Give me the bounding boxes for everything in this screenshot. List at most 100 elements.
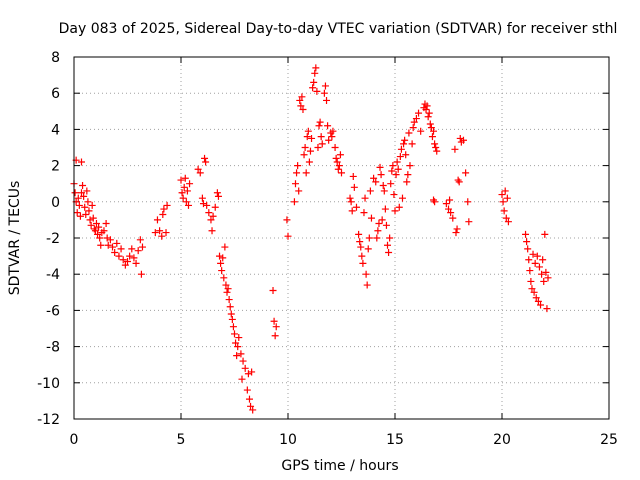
- data-point: [225, 296, 233, 304]
- data-point: [452, 229, 460, 237]
- data-point: [160, 205, 168, 213]
- data-point: [304, 127, 312, 135]
- y-tick-label: 2: [51, 159, 60, 175]
- data-point: [502, 214, 510, 222]
- data-point: [360, 209, 368, 217]
- data-point: [361, 194, 369, 202]
- data-point: [375, 220, 383, 228]
- data-point: [177, 176, 185, 184]
- y-tick-label: -2: [46, 231, 60, 247]
- data-point: [237, 350, 245, 358]
- data-point: [431, 140, 439, 148]
- data-point: [241, 364, 249, 372]
- data-points: [70, 64, 552, 414]
- data-point: [446, 196, 454, 204]
- data-point: [136, 236, 144, 244]
- data-point: [126, 252, 134, 260]
- data-point: [465, 218, 473, 226]
- data-point: [104, 241, 112, 249]
- data-point: [427, 124, 435, 132]
- y-tick-label: -6: [46, 303, 60, 319]
- data-point: [77, 158, 85, 166]
- data-point: [300, 151, 308, 159]
- data-point: [100, 227, 108, 235]
- data-point: [179, 194, 187, 202]
- data-point: [82, 210, 90, 218]
- data-point: [498, 191, 506, 199]
- data-point: [81, 203, 89, 211]
- data-point: [316, 118, 324, 126]
- data-point: [186, 180, 194, 188]
- data-point: [76, 212, 84, 220]
- data-point: [315, 122, 323, 130]
- data-point: [290, 198, 298, 206]
- data-point: [221, 243, 229, 251]
- data-point: [106, 236, 114, 244]
- y-tick-label: 4: [51, 122, 60, 138]
- data-point: [295, 187, 303, 195]
- data-point: [269, 286, 277, 294]
- data-point: [224, 285, 232, 293]
- data-point: [405, 129, 413, 137]
- x-tick-label: 5: [177, 432, 186, 448]
- data-point: [213, 189, 221, 197]
- data-point: [338, 169, 345, 177]
- y-axis-label: SDTVAR / TECUs: [7, 181, 23, 296]
- data-point: [376, 163, 384, 171]
- data-point: [92, 220, 100, 228]
- data-point: [115, 252, 123, 260]
- data-point: [409, 124, 417, 132]
- data-point: [88, 201, 96, 209]
- data-point: [223, 288, 231, 296]
- data-point: [333, 158, 341, 166]
- data-point: [539, 256, 547, 264]
- data-point: [462, 169, 470, 177]
- data-point: [229, 323, 237, 331]
- data-point: [194, 165, 202, 173]
- data-point: [203, 201, 211, 209]
- data-point: [301, 144, 309, 151]
- data-point: [321, 82, 329, 90]
- data-point: [534, 297, 542, 305]
- data-point: [303, 133, 311, 141]
- data-point: [238, 375, 246, 383]
- data-point: [134, 247, 142, 255]
- data-point: [271, 332, 279, 340]
- data-point: [455, 178, 463, 186]
- data-point: [544, 274, 552, 282]
- data-point: [158, 232, 166, 240]
- data-point: [335, 162, 343, 170]
- data-point: [447, 209, 455, 217]
- data-point: [201, 154, 209, 162]
- data-point: [501, 187, 509, 195]
- data-point: [541, 230, 549, 238]
- data-point: [117, 245, 125, 253]
- x-tick-label: 10: [279, 432, 297, 448]
- data-point: [231, 330, 238, 338]
- data-point: [323, 96, 331, 104]
- data-point: [432, 144, 440, 151]
- data-point: [332, 154, 340, 162]
- data-point: [379, 182, 387, 190]
- data-point: [284, 232, 292, 240]
- data-point: [217, 259, 225, 267]
- data-point: [404, 171, 412, 179]
- data-point: [228, 315, 236, 323]
- data-point: [445, 205, 452, 213]
- y-tick-label: 8: [51, 50, 60, 66]
- data-point: [202, 158, 210, 166]
- data-point: [398, 194, 406, 202]
- data-point: [403, 178, 411, 186]
- data-point: [218, 267, 226, 275]
- data-point: [504, 218, 512, 226]
- data-point: [394, 165, 402, 173]
- data-point: [406, 162, 414, 170]
- data-point: [527, 277, 535, 285]
- data-point: [311, 69, 319, 77]
- data-point: [198, 194, 206, 202]
- data-point: [356, 238, 364, 246]
- data-point: [182, 198, 190, 206]
- data-point: [209, 212, 217, 220]
- grid: [74, 57, 609, 419]
- data-point: [159, 210, 167, 218]
